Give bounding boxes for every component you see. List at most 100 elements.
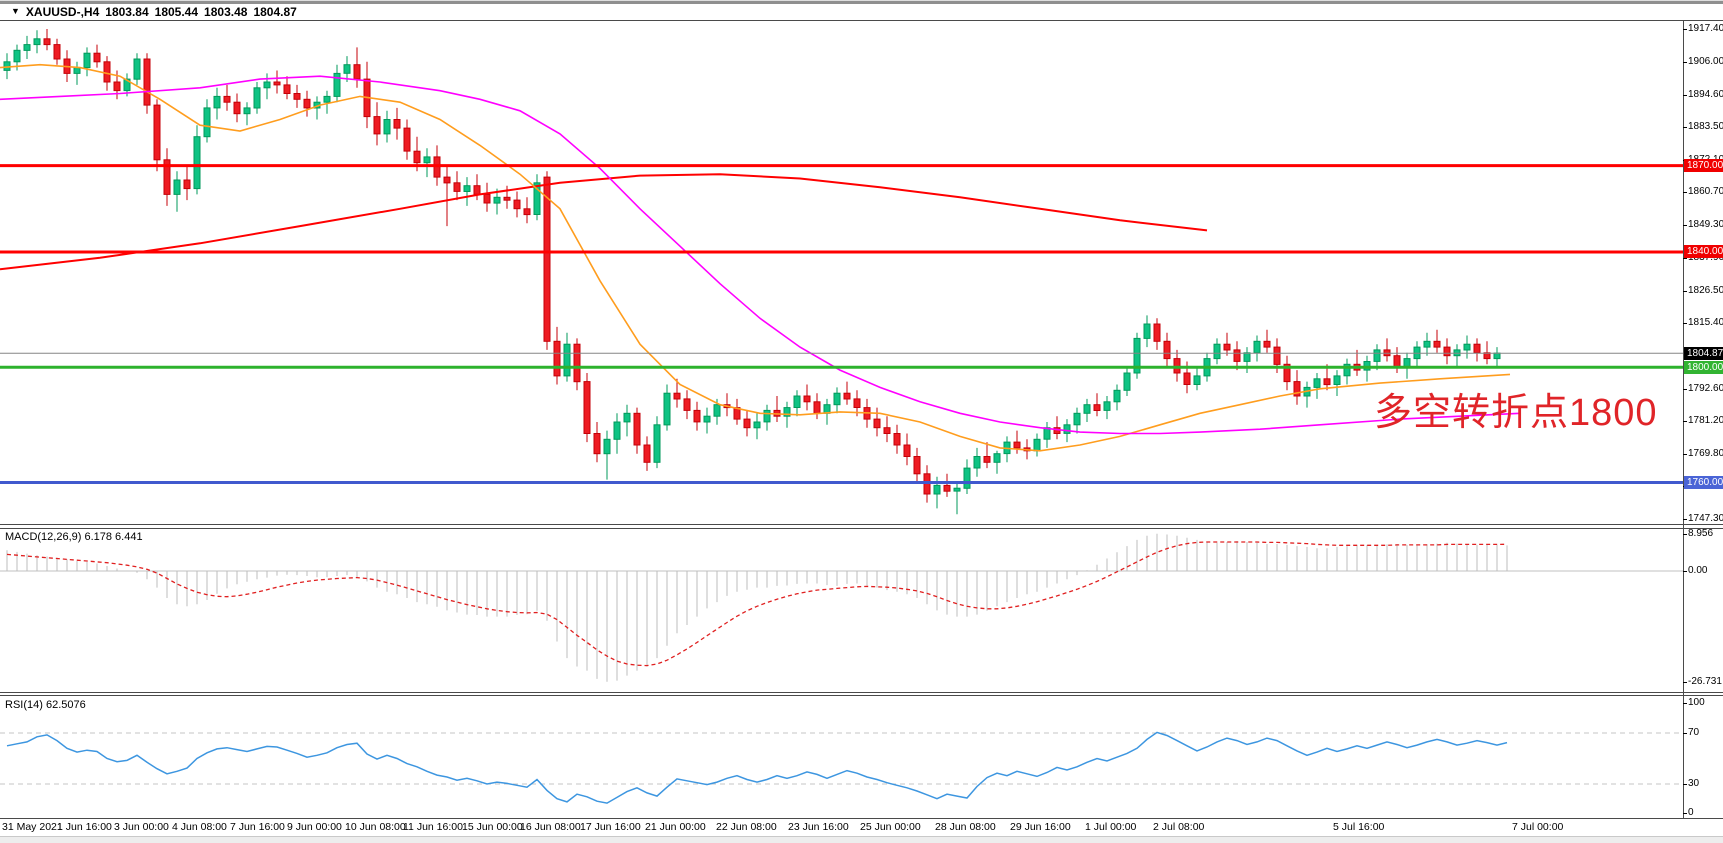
symbol-period-label: XAUUSD-,H4 — [25, 5, 100, 19]
candle-body — [183, 179, 191, 190]
main-macd-divider[interactable] — [0, 524, 1723, 525]
candle-body — [13, 49, 21, 63]
candle-body — [1273, 346, 1281, 365]
candle — [633, 407, 641, 454]
candle-body — [103, 61, 111, 83]
candle-body — [1103, 401, 1111, 411]
candle — [903, 433, 911, 466]
candle — [683, 390, 691, 420]
candle-body — [213, 95, 221, 109]
candle — [1113, 384, 1121, 411]
candle-body — [1063, 424, 1071, 434]
candle-body — [1153, 323, 1161, 342]
candle-body — [1283, 363, 1291, 383]
candle — [443, 165, 451, 227]
candle — [1433, 329, 1441, 353]
candle-body — [1433, 340, 1441, 348]
candle-body — [1113, 389, 1121, 403]
candle-body — [663, 392, 671, 426]
candle-body — [763, 409, 771, 423]
candle — [383, 110, 391, 143]
candle — [1073, 407, 1081, 434]
candle — [333, 64, 341, 103]
candle — [163, 148, 171, 206]
macd-rsi-divider[interactable] — [0, 692, 1723, 693]
candle-body — [913, 456, 921, 475]
candle-body — [373, 116, 381, 135]
candle-body — [23, 44, 31, 51]
candle-body — [1423, 340, 1431, 348]
candle-body — [163, 159, 171, 195]
candle — [313, 96, 321, 120]
candle-body — [1073, 412, 1081, 426]
candle-body — [1183, 372, 1191, 385]
candle — [1473, 338, 1481, 362]
candle-body — [873, 418, 881, 429]
candle — [353, 47, 361, 88]
candle-body — [503, 196, 511, 201]
candle — [883, 416, 891, 443]
candle-body — [243, 107, 251, 115]
candle — [403, 119, 411, 160]
candle-body — [793, 395, 801, 408]
candle-body — [203, 107, 211, 138]
candle — [223, 84, 231, 111]
candle — [793, 390, 801, 417]
candle-body — [903, 444, 911, 457]
candle-body — [1223, 343, 1231, 351]
candle — [963, 459, 971, 494]
candle — [983, 442, 991, 469]
macd-signal-line — [6, 541, 1508, 667]
candle — [73, 61, 81, 85]
candle — [213, 87, 221, 120]
candle — [33, 30, 41, 54]
candle-body — [1033, 438, 1041, 452]
candle-body — [1333, 375, 1341, 385]
candle-body — [673, 392, 681, 400]
candle-body — [483, 193, 491, 204]
macd-pane-top-border — [0, 528, 1723, 529]
candle — [83, 47, 91, 77]
candle-body — [993, 453, 1001, 463]
rsi-pane-top-border — [0, 695, 1723, 696]
candle-body — [523, 208, 531, 216]
candle — [673, 378, 681, 408]
candle — [133, 53, 141, 85]
candle — [153, 99, 161, 172]
chevron-down-icon[interactable]: ▼ — [11, 6, 20, 16]
candle-body — [93, 52, 101, 63]
price-annotation-text: 多空转折点1800 — [1374, 392, 1658, 434]
candle — [23, 35, 31, 59]
candle-body — [303, 98, 311, 109]
candle-body — [53, 44, 61, 60]
candle — [483, 182, 491, 212]
candle — [1413, 341, 1421, 368]
candle-body — [603, 438, 611, 455]
candle-body — [43, 38, 51, 46]
bottom-scrollbar-strip[interactable] — [0, 836, 1723, 843]
candle — [93, 44, 101, 68]
price-scale-border — [1683, 20, 1684, 818]
candle — [143, 53, 151, 114]
candle-body — [563, 343, 571, 377]
candle-body — [283, 84, 291, 95]
candle-body — [273, 81, 281, 86]
candle-body — [113, 81, 121, 92]
candle-body — [963, 467, 971, 489]
candle — [653, 416, 661, 469]
candle-body — [883, 427, 891, 435]
candle — [913, 447, 921, 483]
ohlc-open: 1803.84 — [105, 5, 149, 19]
candle-body — [953, 487, 961, 492]
candle — [293, 84, 301, 108]
candle-body — [743, 418, 751, 429]
candle-body — [543, 176, 551, 342]
candle — [743, 410, 751, 437]
candle-body — [983, 456, 991, 463]
window-top-border — [0, 0, 1723, 4]
ma-mid-magenta-line — [0, 75, 1521, 435]
candle — [583, 373, 591, 443]
candle-body — [1093, 404, 1101, 412]
